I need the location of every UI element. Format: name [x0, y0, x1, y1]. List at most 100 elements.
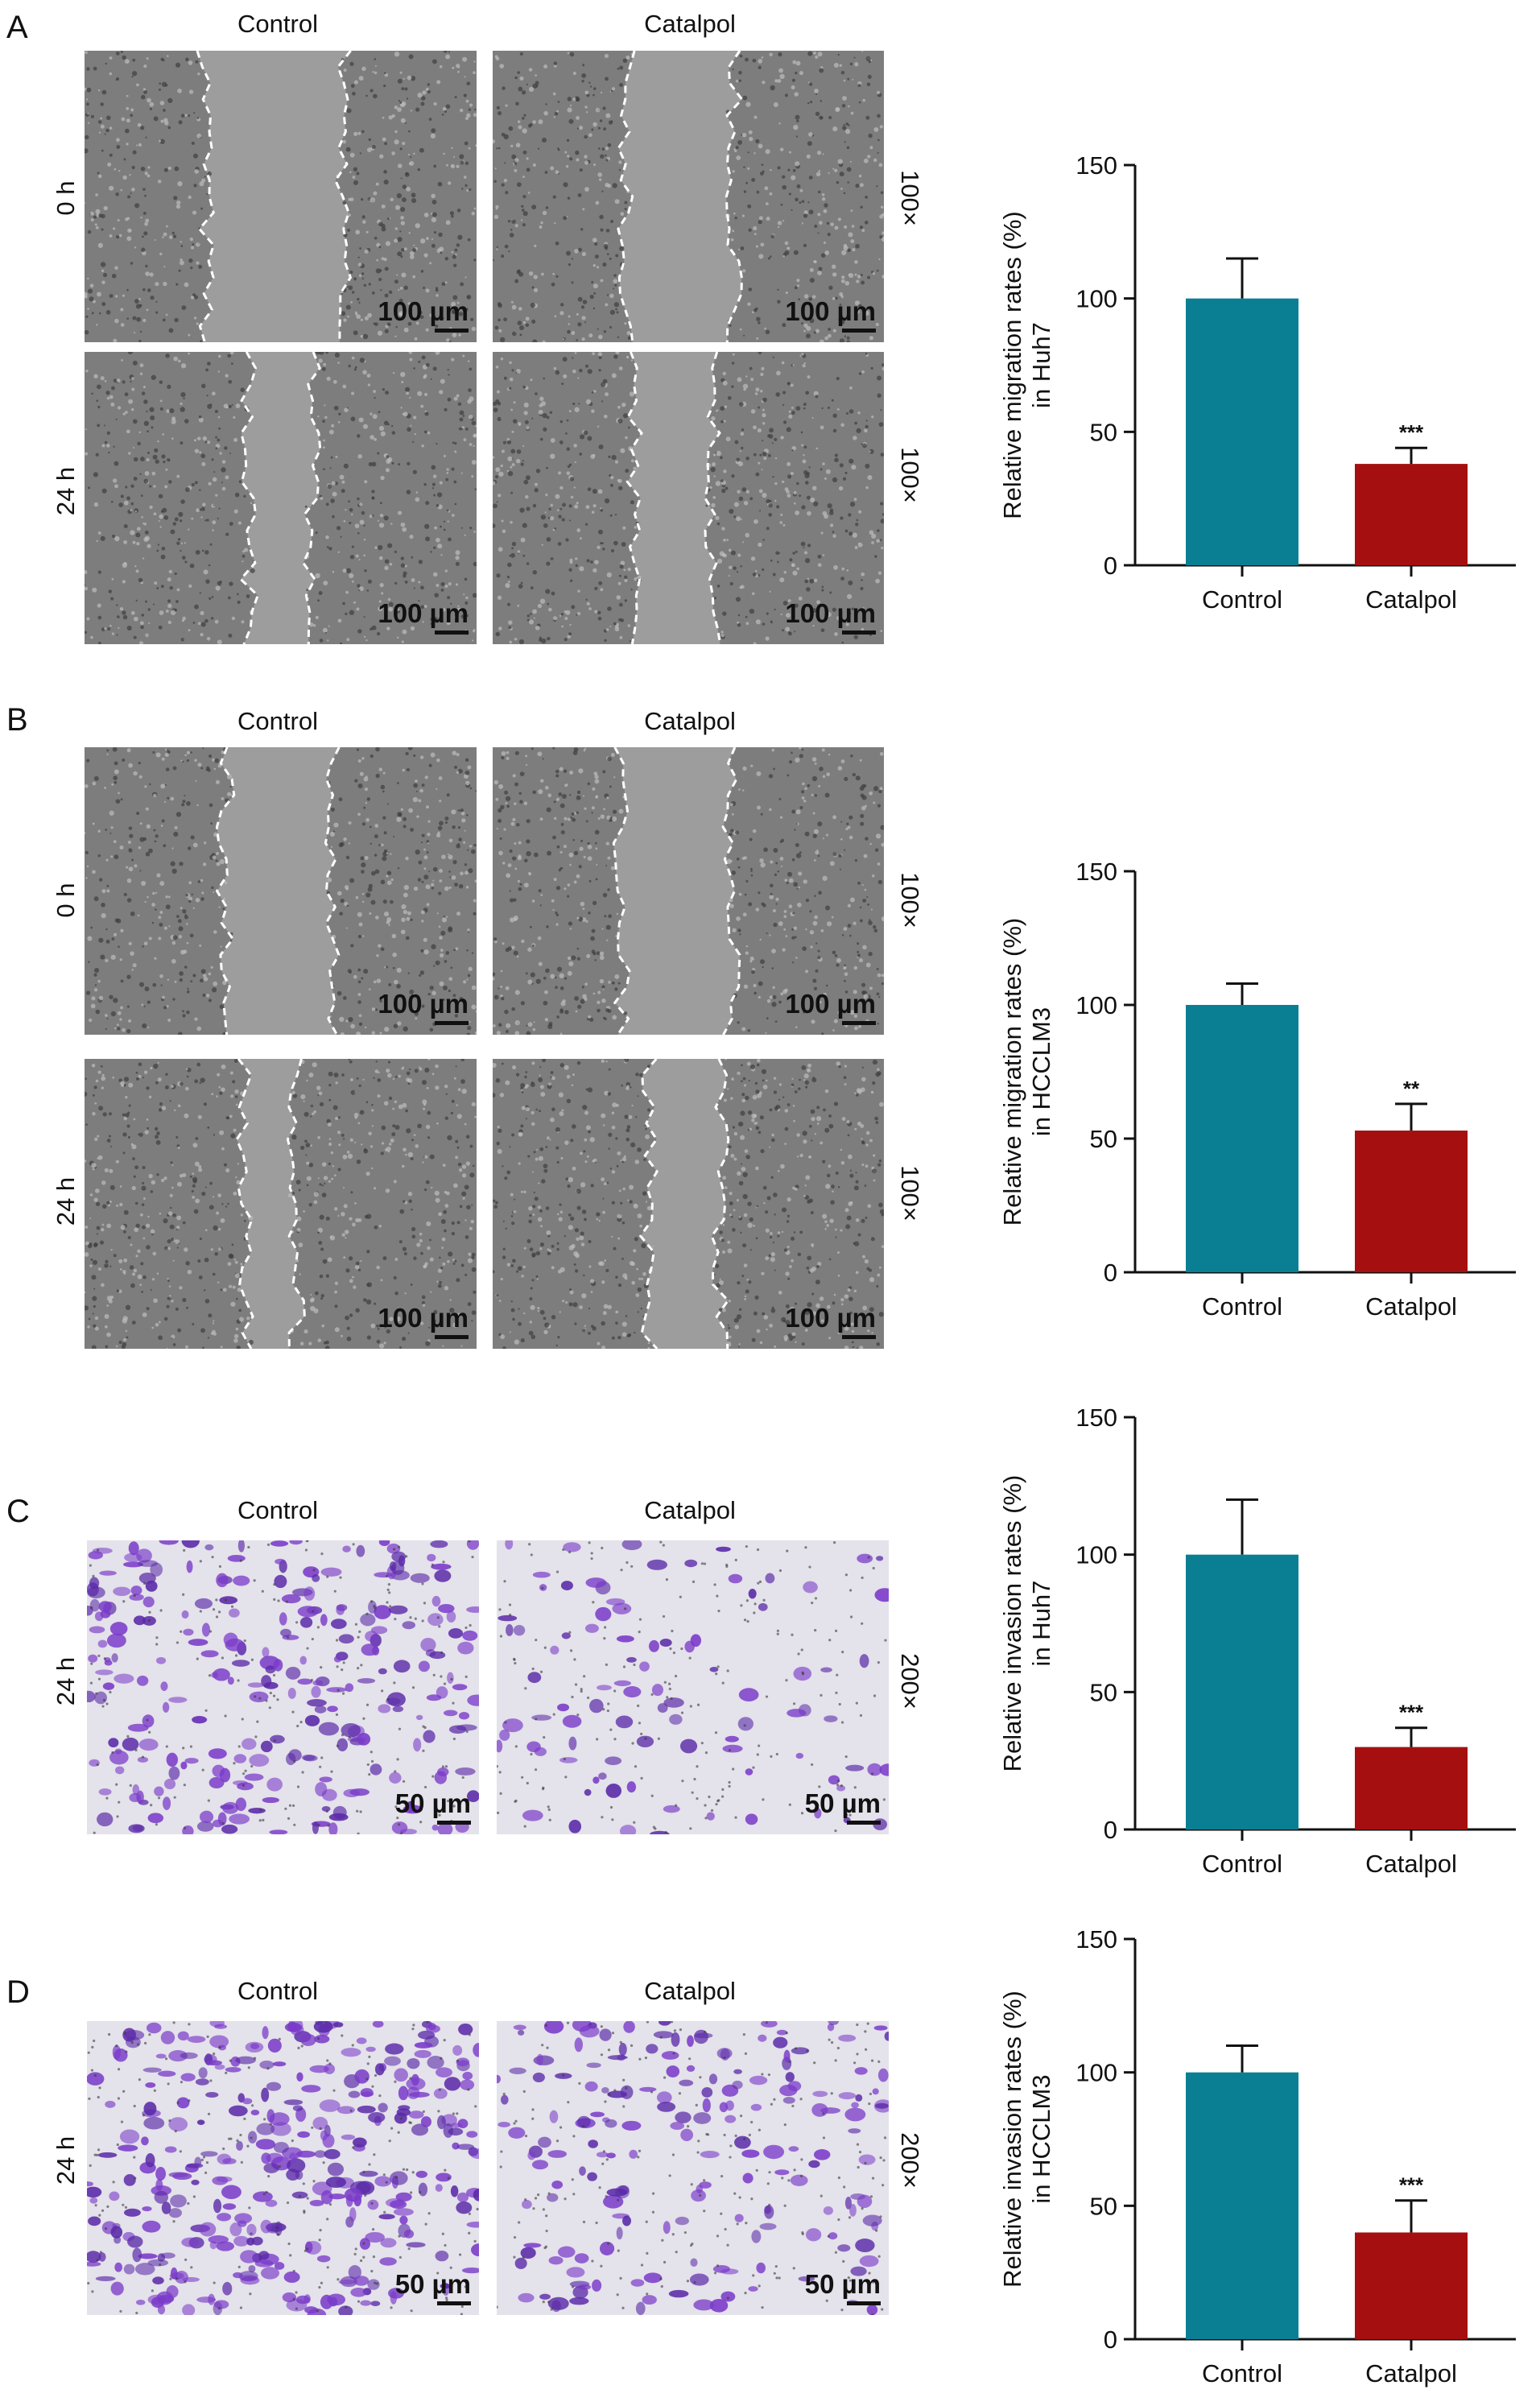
wound-image: [493, 352, 884, 644]
scale-bar: 100 µm: [785, 989, 876, 1025]
y-tick-label: 0: [1104, 1816, 1117, 1844]
micrograph: 50 µm: [497, 1540, 889, 1834]
magnification-label: 100×: [896, 872, 924, 928]
y-tick-label: 0: [1104, 552, 1117, 580]
bar: [1186, 1005, 1298, 1272]
micrograph: 100 µm: [493, 352, 884, 644]
magnification-label: 100×: [896, 170, 924, 226]
micrograph: 100 µm: [85, 747, 477, 1035]
panel-b: B Control Catalpol 0 h 24 h 100× 100× 10…: [0, 692, 1540, 1369]
significance-label: ***: [1399, 1701, 1424, 1725]
column-label-catalpol: Catalpol: [644, 1977, 736, 2005]
transwell-image: [497, 1540, 889, 1834]
panel-letter: C: [6, 1494, 30, 1529]
row-label: 24 h: [52, 466, 80, 516]
row-label: 0 h: [52, 180, 80, 216]
row-label: 24 h: [52, 2135, 80, 2185]
micrograph: 100 µm: [493, 747, 884, 1035]
significance-label: ***: [1399, 2173, 1424, 2197]
micrograph: 100 µm: [85, 1059, 477, 1349]
magnification-label: 200×: [896, 1653, 924, 1710]
y-tick-label: 50: [1090, 1678, 1117, 1706]
significance-label: **: [1403, 1077, 1420, 1101]
x-tick-label: Catalpol: [1365, 2359, 1457, 2388]
y-axis-label: in Huh7: [1027, 322, 1055, 408]
y-tick-label: 100: [1076, 285, 1117, 313]
column-label-control: Control: [237, 1977, 318, 2005]
y-axis-label: in HCCLM3: [1027, 1007, 1055, 1136]
y-tick-label: 100: [1076, 991, 1117, 1019]
y-tick-label: 150: [1076, 1404, 1117, 1432]
y-axis-label: Relative invasion rates (%): [998, 1475, 1026, 1772]
wound-image: [85, 352, 477, 644]
y-tick-label: 0: [1104, 1259, 1117, 1287]
x-tick-label: Control: [1202, 585, 1282, 614]
bar-chart-c: 0 50 100 150 Relative invasion rates (%) in H…: [998, 1404, 1516, 1878]
bar-chart-b: 0 50 100 150 Relative migration rates (%) in …: [998, 858, 1516, 1321]
bar-chart-a: 0 50 100 150 Relative migration rates (%) in …: [998, 151, 1516, 614]
bar: [1186, 2072, 1298, 2339]
transwell-image: [87, 2021, 479, 2315]
bar-chart-d: 0 50 100 150 Relative invasion rates (%) in H…: [998, 1925, 1516, 2388]
bar: [1355, 1131, 1468, 1272]
bar: [1355, 2232, 1468, 2339]
magnification-label: 200×: [896, 2132, 924, 2189]
scale-bar: 100 µm: [378, 989, 469, 1025]
column-label-control: Control: [237, 1496, 318, 1524]
row-label: 24 h: [52, 1656, 80, 1706]
wound-image: [493, 51, 884, 342]
micrograph: 50 µm: [87, 1540, 479, 1834]
bar: [1355, 464, 1468, 565]
y-tick-label: 50: [1090, 1125, 1117, 1153]
column-label-catalpol: Catalpol: [644, 707, 736, 735]
column-label-control: Control: [237, 10, 318, 38]
magnification-label: 100×: [896, 447, 924, 503]
wound-image: [85, 1059, 477, 1349]
scale-bar: 100 µm: [378, 296, 469, 333]
wound-image: [85, 747, 477, 1035]
row-label: 0 h: [52, 883, 80, 918]
scale-bar: 50 µm: [805, 1788, 881, 1825]
magnification-label: 100×: [896, 1165, 924, 1222]
scale-bar: 50 µm: [805, 2269, 881, 2305]
row-label: 24 h: [52, 1176, 80, 1226]
scale-bar: 100 µm: [785, 1303, 876, 1339]
x-tick-label: Catalpol: [1365, 1850, 1457, 1878]
panel-letter: A: [6, 10, 28, 45]
panel-a: A Control Catalpol 0 h 24 h 100× 100× 10…: [0, 0, 1540, 660]
column-label-control: Control: [237, 707, 318, 735]
wound-image: [493, 747, 884, 1035]
significance-label: ***: [1399, 420, 1424, 444]
scale-bar: 100 µm: [785, 296, 876, 333]
y-tick-label: 150: [1076, 1925, 1117, 1953]
wound-image: [85, 51, 477, 342]
wound-image: [493, 1059, 884, 1349]
x-tick-label: Catalpol: [1365, 585, 1457, 614]
micrograph: 100 µm: [493, 51, 884, 342]
scale-bar: 50 µm: [395, 1788, 471, 1825]
y-axis-label: in Huh7: [1027, 1581, 1055, 1667]
y-tick-label: 50: [1090, 418, 1117, 446]
x-tick-label: Control: [1202, 2359, 1282, 2388]
micrograph: 100 µm: [85, 352, 477, 644]
y-tick-label: 50: [1090, 2192, 1117, 2220]
bar: [1186, 1554, 1298, 1829]
y-tick-label: 100: [1076, 1541, 1117, 1569]
transwell-image: [497, 2021, 889, 2315]
panel-letter: D: [6, 1974, 30, 2010]
y-axis-label: Relative migration rates (%): [998, 918, 1026, 1226]
scale-bar: 50 µm: [395, 2269, 471, 2305]
y-axis-label: Relative invasion rates (%): [998, 1991, 1026, 2288]
micrograph: 50 µm: [87, 2021, 479, 2315]
micrograph: 50 µm: [497, 2021, 889, 2315]
panel-letter: B: [6, 702, 28, 738]
micrograph: 100 µm: [85, 51, 477, 342]
bar: [1186, 298, 1298, 565]
panel-d: D Control Catalpol 24 h 200× 50 µm 50 µm…: [0, 1900, 1540, 2402]
bar: [1355, 1747, 1468, 1829]
transwell-image: [87, 1540, 479, 1834]
column-label-catalpol: Catalpol: [644, 1496, 736, 1524]
x-tick-label: Control: [1202, 1292, 1282, 1321]
y-tick-label: 150: [1076, 858, 1117, 886]
micrograph: 100 µm: [493, 1059, 884, 1349]
